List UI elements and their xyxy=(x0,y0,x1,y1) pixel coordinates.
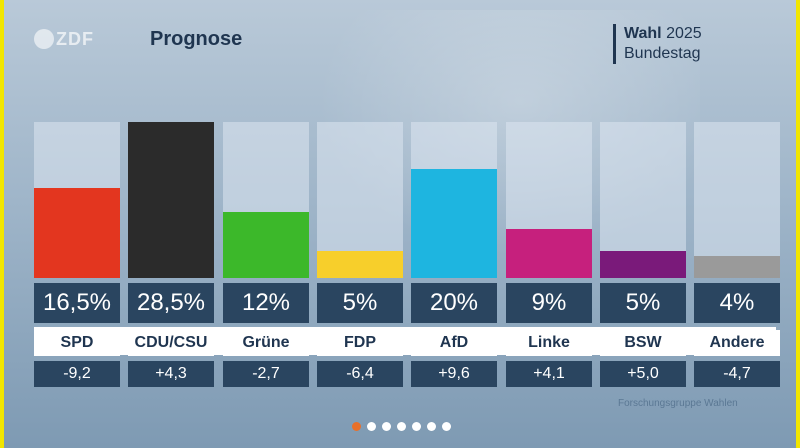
category-label-afd: AfD xyxy=(411,330,497,356)
pager-dot[interactable] xyxy=(397,422,406,431)
value-label-bsw: 5% xyxy=(600,283,686,323)
change-label-afd: +9,6 xyxy=(411,361,497,387)
category-label-linke: Linke xyxy=(506,330,592,356)
value-label-andere: 4% xyxy=(694,283,780,323)
category-label-spd: SPD xyxy=(34,330,120,356)
value-label-linke: 9% xyxy=(506,283,592,323)
zdf-logo-icon xyxy=(34,29,54,49)
category-label-andere: Andere xyxy=(694,330,780,356)
zdf-logo-text: ZDF xyxy=(56,28,94,49)
election-title-bold: Wahl xyxy=(624,25,662,42)
pager-dot[interactable] xyxy=(427,422,436,431)
value-label-spd: 16,5% xyxy=(34,283,120,323)
chart-title: Prognose xyxy=(150,28,243,50)
change-label-bsw: +5,0 xyxy=(600,361,686,387)
category-label-bsw: BSW xyxy=(600,330,686,356)
value-label-fdp: 5% xyxy=(317,283,403,323)
bar-bsw xyxy=(600,251,686,278)
category-label-cdu-csu: CDU/CSU xyxy=(128,330,214,356)
change-label-gr-ne: -2,7 xyxy=(223,361,309,387)
bar-spd xyxy=(34,188,120,278)
value-label-afd: 20% xyxy=(411,283,497,323)
election-title: Wahl 2025 xyxy=(624,24,702,44)
pager-dot[interactable] xyxy=(382,422,391,431)
election-label: Wahl 2025 Bundestag xyxy=(613,24,702,64)
bar-afd xyxy=(411,169,497,278)
category-label-gr-ne: Grüne xyxy=(223,330,309,356)
bar-andere xyxy=(694,256,780,278)
pager-dot[interactable] xyxy=(412,422,421,431)
left-edge-stripe xyxy=(0,0,4,448)
value-label-cdu-csu: 28,5% xyxy=(128,283,214,323)
pager-dot[interactable] xyxy=(367,422,376,431)
source-label: Forschungsgruppe Wahlen xyxy=(618,398,738,409)
right-edge-stripe xyxy=(796,0,800,448)
category-label-fdp: FDP xyxy=(317,330,403,356)
change-label-andere: -4,7 xyxy=(694,361,780,387)
bar-gr-ne xyxy=(223,212,309,278)
zdf-logo: ZDF xyxy=(34,26,98,52)
election-body: Bundestag xyxy=(624,45,701,62)
bar-fdp xyxy=(317,251,403,278)
change-label-spd: -9,2 xyxy=(34,361,120,387)
pager-dot[interactable] xyxy=(442,422,451,431)
change-label-linke: +4,1 xyxy=(506,361,592,387)
pager-dot[interactable] xyxy=(352,422,361,431)
carousel-pager xyxy=(352,422,451,431)
change-label-fdp: -6,4 xyxy=(317,361,403,387)
value-label-gr-ne: 12% xyxy=(223,283,309,323)
change-label-cdu-csu: +4,3 xyxy=(128,361,214,387)
election-year: 2025 xyxy=(666,25,702,42)
bar-cdu-csu xyxy=(128,122,214,278)
bar-track-andere xyxy=(694,122,780,278)
bar-linke xyxy=(506,229,592,278)
